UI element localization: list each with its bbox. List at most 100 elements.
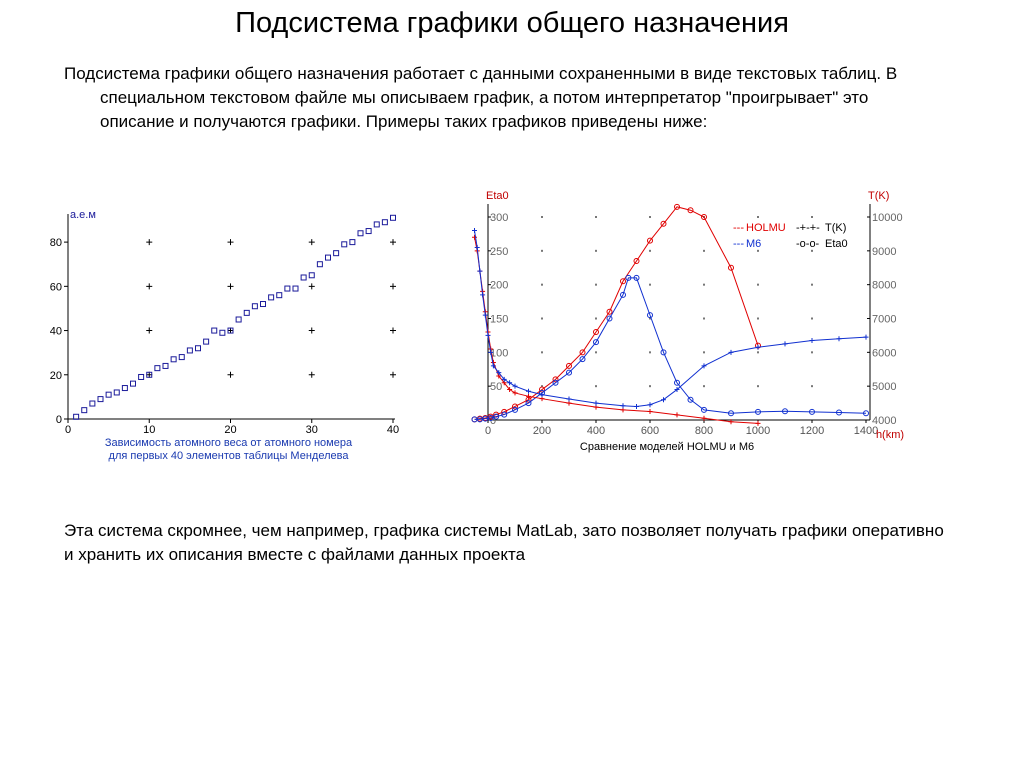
grid-dot bbox=[649, 385, 651, 388]
grid-dot bbox=[649, 249, 651, 252]
right-tick-label: 9000 bbox=[872, 246, 896, 258]
grid-dot bbox=[703, 283, 705, 286]
data-point bbox=[195, 345, 201, 352]
x-tick-label: 40 bbox=[387, 424, 399, 436]
x-tick-label: 10 bbox=[143, 424, 155, 436]
data-point bbox=[276, 292, 283, 299]
legend-quantity-label: T(K) bbox=[825, 222, 846, 234]
x-tick-label: 800 bbox=[695, 425, 713, 437]
t-point bbox=[674, 412, 680, 418]
data-point bbox=[341, 241, 348, 248]
eta0-point bbox=[501, 411, 508, 418]
eta0-point bbox=[620, 278, 626, 285]
grid-dot bbox=[541, 249, 543, 252]
grid-marker bbox=[308, 327, 315, 334]
t-point bbox=[507, 380, 513, 386]
eta0-point bbox=[593, 339, 599, 346]
eta0-point bbox=[493, 413, 500, 420]
t-point bbox=[526, 388, 531, 394]
eta0-point bbox=[687, 207, 694, 214]
series-line bbox=[474, 237, 759, 424]
t-point bbox=[512, 390, 518, 396]
eta0-point bbox=[525, 400, 532, 407]
y-tick-label: 80 bbox=[50, 237, 62, 249]
x-tick-label: 30 bbox=[306, 424, 318, 436]
data-point bbox=[357, 230, 364, 237]
legend-model-marker: --- bbox=[733, 222, 744, 234]
t-point bbox=[507, 387, 513, 393]
t-point bbox=[782, 341, 788, 347]
grid-marker bbox=[390, 371, 396, 378]
t-point bbox=[701, 363, 707, 369]
eta0-point bbox=[606, 315, 613, 322]
eta0-point bbox=[579, 356, 586, 363]
y-tick-label: 0 bbox=[56, 414, 62, 426]
left-axis-label: Eta0 bbox=[486, 190, 509, 202]
grid-dot bbox=[595, 249, 597, 252]
data-point bbox=[113, 389, 120, 396]
y-tick-label: 60 bbox=[50, 281, 62, 293]
eta0-point bbox=[552, 379, 559, 386]
data-point bbox=[186, 347, 193, 354]
grid-dot bbox=[649, 283, 651, 286]
eta0-point bbox=[566, 362, 572, 369]
data-point bbox=[105, 391, 112, 398]
data-point bbox=[162, 362, 169, 369]
data-point bbox=[219, 329, 226, 336]
grid-dot bbox=[703, 351, 705, 354]
right-tick-label: 7000 bbox=[872, 314, 896, 326]
left-tick-label: 200 bbox=[490, 280, 508, 292]
legend-quantity-marker: -o-o- bbox=[796, 238, 820, 250]
t-point bbox=[674, 387, 680, 393]
data-point bbox=[325, 254, 331, 261]
grid-dot bbox=[757, 216, 759, 218]
chart-caption: Сравнение моделей HOLMU и M6 bbox=[580, 441, 754, 453]
data-point bbox=[268, 294, 275, 301]
grid-dot bbox=[595, 283, 597, 286]
left-tick-label: 250 bbox=[490, 246, 508, 258]
t-point bbox=[482, 312, 488, 318]
x-tick-label: 1200 bbox=[800, 425, 824, 437]
x-tick-label: 600 bbox=[641, 425, 659, 437]
eta0-point bbox=[633, 274, 640, 281]
data-point bbox=[251, 303, 258, 310]
x-tick-label: 1400 bbox=[854, 425, 878, 437]
eta0-point bbox=[593, 329, 599, 336]
data-point bbox=[300, 274, 307, 281]
grid-dot bbox=[595, 317, 597, 320]
legend-quantity-label: Eta0 bbox=[825, 238, 848, 250]
eta0-point bbox=[836, 409, 842, 416]
grid-marker bbox=[146, 283, 153, 290]
eta0-point bbox=[674, 203, 680, 210]
t-point bbox=[501, 376, 507, 382]
eta0-point bbox=[625, 274, 632, 281]
grid-dot bbox=[703, 249, 705, 252]
grid-dot bbox=[703, 385, 705, 388]
data-point bbox=[146, 371, 153, 378]
grid-dot bbox=[811, 283, 813, 286]
t-point bbox=[755, 420, 761, 426]
grid-dot bbox=[541, 317, 543, 320]
t-point bbox=[496, 370, 502, 376]
x-tick-label: 0 bbox=[485, 425, 491, 437]
t-point bbox=[701, 415, 707, 421]
t-point bbox=[620, 403, 626, 409]
x-tick-label: 0 bbox=[65, 424, 71, 436]
y-axis-label: а.е.м bbox=[70, 209, 96, 221]
data-point bbox=[243, 309, 250, 316]
t-point bbox=[755, 344, 761, 350]
data-point bbox=[390, 214, 396, 221]
grid-dot bbox=[649, 317, 651, 320]
t-point bbox=[490, 363, 496, 369]
grid-dot bbox=[595, 216, 597, 218]
grid-dot bbox=[757, 317, 759, 320]
left-tick-label: 100 bbox=[490, 347, 508, 359]
t-point bbox=[647, 402, 653, 408]
eta0-point bbox=[782, 408, 788, 415]
data-point bbox=[178, 354, 185, 361]
grid-dot bbox=[541, 283, 543, 286]
data-point bbox=[154, 365, 161, 372]
y-tick-label: 20 bbox=[50, 370, 62, 382]
grid-dot bbox=[757, 351, 759, 354]
right-tick-label: 5000 bbox=[872, 381, 896, 393]
